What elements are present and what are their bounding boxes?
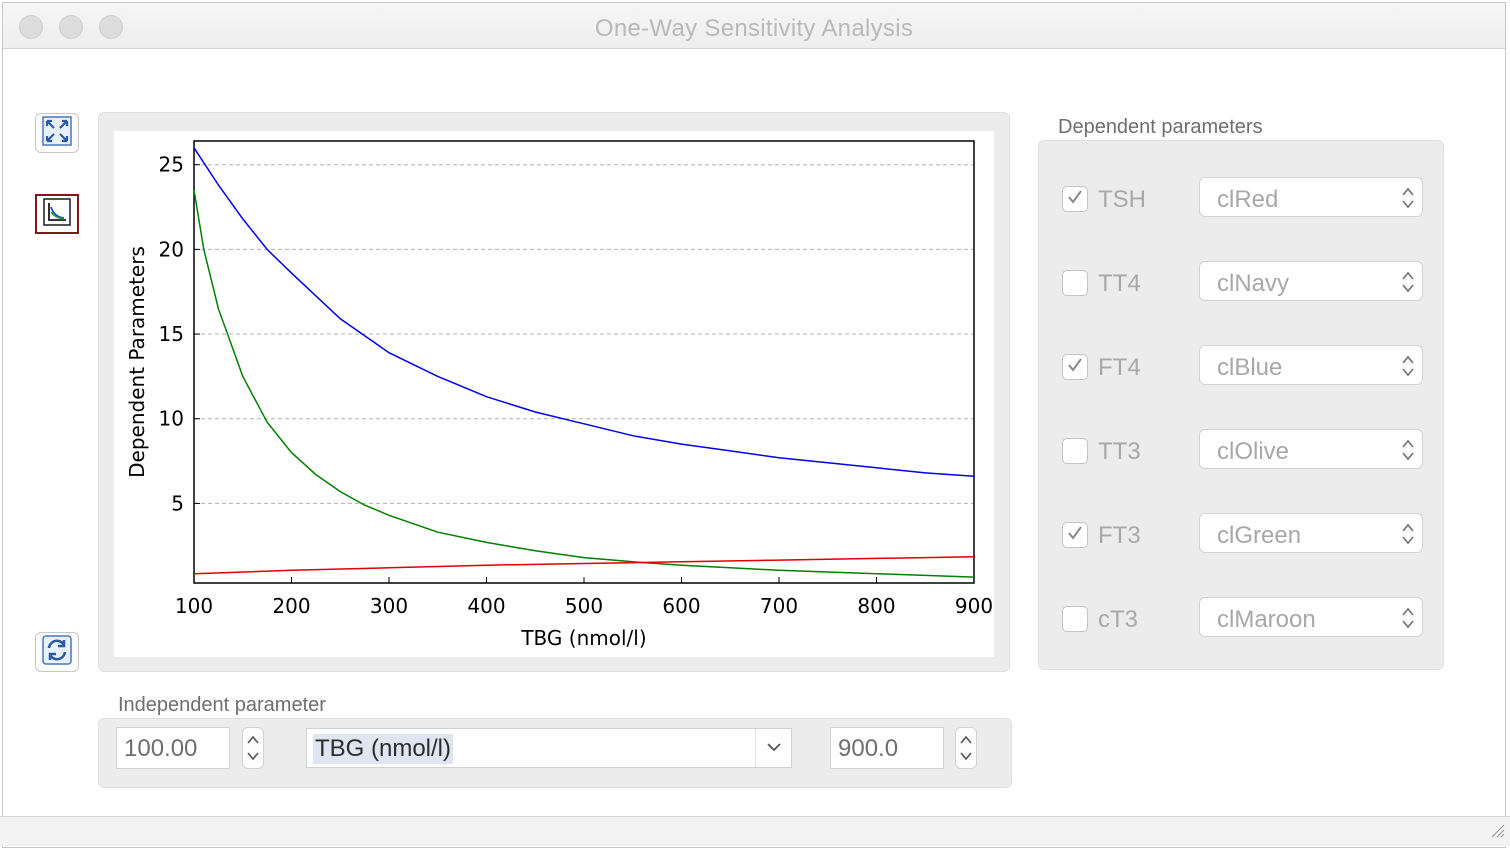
stepper-arrows-icon [956, 735, 976, 772]
line-chart: 100 200 300 400 500 600 700 800 900 5 10 15 20 25 TBG … [125, 140, 993, 650]
checkbox-label-ft4: FT4 [1098, 354, 1141, 381]
y-tick-label: 5 [171, 491, 184, 515]
max-value-field[interactable]: 900.0 [830, 727, 944, 769]
checkbox-label-tsh: TSH [1098, 186, 1146, 213]
up-down-arrows-icon [1400, 436, 1416, 469]
fullscreen-icon [42, 115, 72, 151]
resize-grip-icon[interactable] [1486, 819, 1506, 844]
x-tick-label: 300 [370, 594, 408, 618]
checkbox-label-ft3: FT3 [1098, 522, 1141, 549]
y-tick-label: 10 [159, 407, 184, 431]
color-popup-value: clGreen [1217, 522, 1302, 549]
chevron-down-icon [766, 739, 782, 757]
checkbox-ft4[interactable] [1062, 354, 1088, 380]
refresh-icon [42, 634, 72, 670]
checkbox-tt4[interactable] [1062, 270, 1088, 296]
dependent-parameters-panel [1038, 140, 1444, 670]
chart-canvas: 100 200 300 400 500 600 700 800 900 5 10 15 20 25 TBG … [114, 131, 994, 657]
checkmark-icon [1065, 187, 1085, 212]
parameter-combobox[interactable]: TBG (nmol/l) [306, 728, 792, 768]
x-axis-label: TBG (nmol/l) [520, 626, 646, 650]
color-popup-value: clRed [1217, 186, 1279, 213]
y-tick-label: 25 [159, 153, 184, 177]
title-bar: One-Way Sensitivity Analysis [3, 3, 1505, 49]
independent-parameter-title: Independent parameter [118, 694, 326, 716]
color-popup-value: clMaroon [1217, 606, 1316, 633]
stepper-arrows-icon [243, 735, 263, 772]
color-popup-ft3[interactable]: clGreen [1199, 513, 1423, 553]
checkbox-ft3[interactable] [1062, 522, 1088, 548]
y-axis-label: Dependent Parameters [125, 246, 149, 478]
series-line-2 [193, 189, 975, 578]
color-popup-ct3[interactable]: clMaroon [1199, 597, 1423, 637]
x-tick-label: 900 [955, 594, 993, 618]
color-popup-value: clOlive [1217, 438, 1290, 465]
color-popup-value: clNavy [1217, 270, 1290, 297]
chart-icon [42, 197, 72, 232]
plot-frame [193, 140, 975, 584]
status-bar [0, 816, 1510, 846]
checkbox-label-tt4: TT4 [1098, 270, 1141, 297]
color-popup-tsh[interactable]: clRed [1199, 177, 1423, 217]
parameter-combobox-value: TBG (nmol/l) [313, 734, 454, 764]
up-down-arrows-icon [1400, 352, 1416, 385]
color-popup-tt3[interactable]: clOlive [1199, 429, 1423, 469]
fullscreen-button[interactable] [35, 113, 79, 153]
up-down-arrows-icon [1400, 604, 1416, 637]
chart-button[interactable] [35, 194, 79, 234]
close-window-button[interactable] [19, 15, 43, 39]
x-tick-label: 400 [467, 594, 505, 618]
y-tick-label: 20 [159, 237, 184, 261]
min-value-field[interactable]: 100.00 [116, 727, 230, 769]
x-tick-label: 100 [175, 594, 213, 618]
x-tick-label: 600 [662, 594, 700, 618]
up-down-arrows-icon [1400, 268, 1416, 301]
window-title: One-Way Sensitivity Analysis [594, 15, 914, 42]
x-tick-label: 700 [760, 594, 798, 618]
minimize-window-button[interactable] [59, 15, 83, 39]
y-tick-label: 15 [159, 322, 184, 346]
color-popup-value: clBlue [1217, 354, 1283, 381]
checkbox-tt3[interactable] [1062, 438, 1088, 464]
x-tick-label: 500 [565, 594, 603, 618]
refresh-button[interactable] [35, 632, 79, 672]
checkbox-ct3[interactable] [1062, 606, 1088, 632]
min-value-stepper[interactable] [242, 727, 264, 769]
x-tick-label: 200 [272, 594, 310, 618]
series-line-1 [193, 147, 975, 478]
color-popup-tt4[interactable]: clNavy [1199, 261, 1423, 301]
up-down-arrows-icon [1400, 520, 1416, 553]
checkbox-tsh[interactable] [1062, 186, 1088, 212]
combobox-dropdown-button[interactable] [755, 729, 791, 767]
series-line-3 [193, 556, 975, 575]
checkbox-label-ct3: cT3 [1098, 606, 1139, 633]
color-popup-ft4[interactable]: clBlue [1199, 345, 1423, 385]
max-value-stepper[interactable] [955, 727, 977, 769]
zoom-window-button[interactable] [99, 15, 123, 39]
checkmark-icon [1065, 355, 1085, 380]
checkmark-icon [1065, 523, 1085, 548]
up-down-arrows-icon [1400, 184, 1416, 217]
dependent-parameters-title: Dependent parameters [1058, 116, 1263, 138]
x-tick-label: 800 [857, 594, 895, 618]
checkbox-label-tt3: TT3 [1098, 438, 1141, 465]
